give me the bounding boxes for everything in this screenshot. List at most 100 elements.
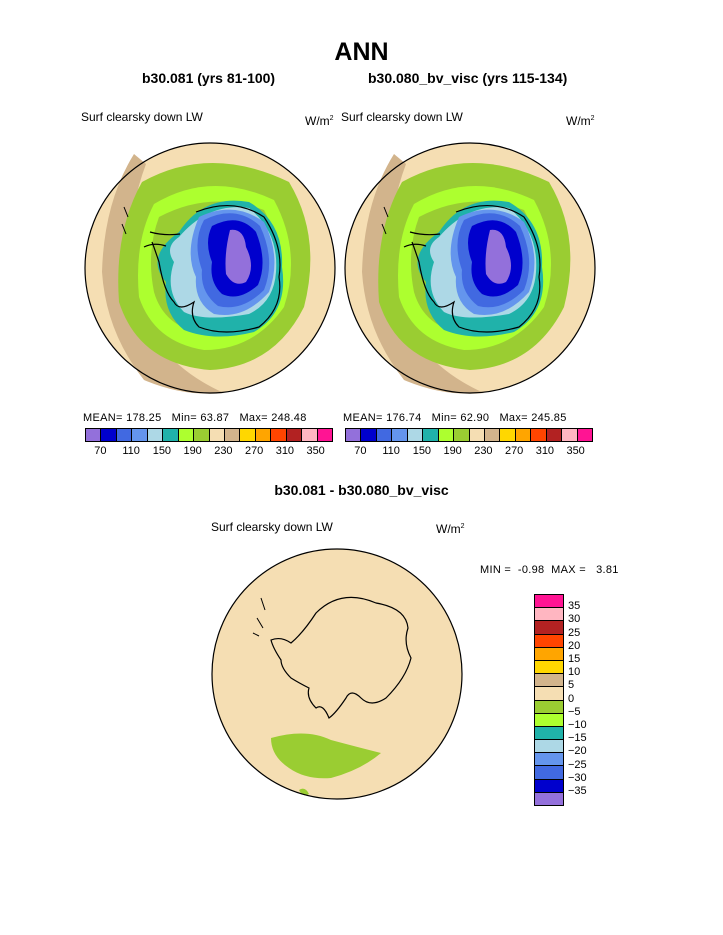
colorbar-swatch	[147, 429, 164, 441]
colorbar-swatch	[500, 429, 516, 441]
colorbar-swatch	[535, 740, 563, 754]
difference-colorbar-labels: 35 30 25 20 15 10 5 0 −5 −10 −15 −20 −25 −30 −35	[568, 594, 628, 804]
colorbar-swatch	[407, 429, 424, 441]
panel-2-max: 245.85	[531, 412, 567, 424]
difference-colorbar	[534, 594, 564, 806]
colorbar-swatch	[535, 766, 563, 780]
colorbar-label: 0	[568, 692, 575, 705]
colorbar-swatch	[535, 713, 563, 727]
colorbar-swatch	[86, 429, 102, 441]
panel-1-colorbar-ticks: 70 110 150 190 230 270 310 350	[85, 445, 331, 459]
colorbar-swatch	[376, 429, 393, 441]
colorbar-swatch	[535, 621, 563, 635]
colorbar-swatch	[535, 634, 563, 648]
difference-max-label: MAX =	[551, 564, 586, 576]
panel-2-colorbar	[345, 428, 593, 442]
colorbar-tick-label: 310	[275, 445, 295, 457]
colorbar-label: −25	[568, 758, 587, 771]
difference-min-label: MIN =	[480, 564, 512, 576]
colorbar-tick-label: 350	[306, 445, 325, 457]
colorbar-label: −15	[568, 732, 587, 745]
colorbar-tick-label: 230	[474, 445, 493, 457]
colorbar-swatch	[346, 429, 362, 441]
panel-2-max-label: Max=	[499, 412, 528, 424]
polar-map-1	[84, 142, 336, 394]
difference-subtitle: b30.081 - b30.080_bv_visc	[274, 482, 449, 498]
colorbar-swatch	[163, 429, 179, 441]
difference-min: -0.98	[517, 564, 545, 576]
panel-1-min-label: Min=	[171, 412, 197, 424]
colorbar-swatch	[194, 429, 210, 441]
panel-2-min-label: Min=	[431, 412, 457, 424]
difference-polar-map	[211, 548, 463, 800]
colorbar-tick-label: 110	[122, 445, 140, 457]
colorbar-swatch	[438, 429, 455, 441]
colorbar-swatch	[240, 429, 256, 441]
colorbar-tick-label: 150	[412, 445, 432, 457]
colorbar-swatch	[361, 429, 377, 441]
panel-1-max: 248.48	[271, 412, 307, 424]
colorbar-swatch	[423, 429, 439, 441]
panel-2-mean-label: MEAN=	[343, 412, 383, 424]
panel-1-mean-label: MEAN=	[83, 412, 123, 424]
colorbar-swatch	[535, 608, 563, 622]
colorbar-tick-label: 70	[94, 445, 107, 457]
difference-minmax: MIN = -0.98 MAX = 3.81	[480, 564, 619, 576]
colorbar-tick-label: 270	[504, 445, 524, 457]
panel-1-subtitle: b30.081 (yrs 81-100)	[142, 70, 276, 86]
colorbar-swatch	[535, 647, 563, 661]
colorbar-swatch	[132, 429, 148, 441]
colorbar-swatch	[535, 779, 563, 793]
colorbar-swatch	[302, 429, 318, 441]
colorbar-label: −10	[568, 719, 587, 731]
panel-2-colorbar-ticks: 70 110 150 190 230 270 310 350	[345, 445, 591, 459]
colorbar-swatch	[535, 792, 563, 805]
colorbar-swatch	[224, 429, 241, 441]
colorbar-label: 30	[568, 613, 581, 626]
polar-map-2	[344, 142, 596, 394]
panel-1-stats: MEAN= 178.25 Min= 63.87 Max= 248.48	[83, 412, 307, 424]
panel-2-subtitle: b30.080_bv_visc (yrs 115-134)	[368, 70, 568, 86]
difference-max: 3.81	[596, 564, 619, 576]
colorbar-swatch	[577, 429, 592, 441]
colorbar-label: −5	[568, 705, 581, 718]
colorbar-tick-label: 190	[183, 445, 202, 457]
colorbar-swatch	[535, 726, 563, 741]
colorbar-label: −20	[568, 745, 587, 758]
colorbar-swatch	[484, 429, 501, 441]
colorbar-swatch	[535, 595, 563, 609]
colorbar-swatch	[535, 753, 563, 767]
colorbar-tick-label: 110	[382, 445, 400, 457]
colorbar-label: 25	[568, 626, 581, 639]
difference-variable-label: Surf clearsky down LW	[211, 520, 333, 534]
panel-2-units: W/m2	[566, 114, 595, 128]
panel-1-variable-label: Surf clearsky down LW	[81, 110, 203, 124]
colorbar-tick-label: 350	[566, 445, 585, 457]
main-title: ANN	[334, 38, 389, 66]
colorbar-swatch	[469, 429, 485, 441]
colorbar-tick-label: 310	[535, 445, 555, 457]
colorbar-swatch	[535, 700, 563, 714]
colorbar-swatch	[535, 687, 563, 701]
colorbar-swatch	[515, 429, 532, 441]
colorbar-tick-label: 270	[244, 445, 264, 457]
colorbar-swatch	[454, 429, 470, 441]
colorbar-swatch	[546, 429, 563, 441]
colorbar-label: 5	[568, 679, 575, 692]
colorbar-swatch	[562, 429, 578, 441]
colorbar-label: 20	[568, 639, 581, 652]
colorbar-label: −35	[568, 785, 587, 797]
colorbar-swatch	[535, 660, 563, 675]
colorbar-label: 10	[568, 666, 581, 679]
colorbar-label: 35	[568, 600, 581, 613]
colorbar-swatch	[255, 429, 272, 441]
colorbar-swatch	[209, 429, 225, 441]
panel-1-mean: 178.25	[126, 412, 162, 424]
panel-1-colorbar	[85, 428, 333, 442]
colorbar-swatch	[101, 429, 117, 441]
colorbar-swatch	[271, 429, 287, 441]
colorbar-swatch	[392, 429, 408, 441]
panel-1-units: W/m2	[305, 114, 334, 128]
panel-1-min: 63.87	[200, 412, 230, 424]
colorbar-tick-label: 150	[152, 445, 172, 457]
